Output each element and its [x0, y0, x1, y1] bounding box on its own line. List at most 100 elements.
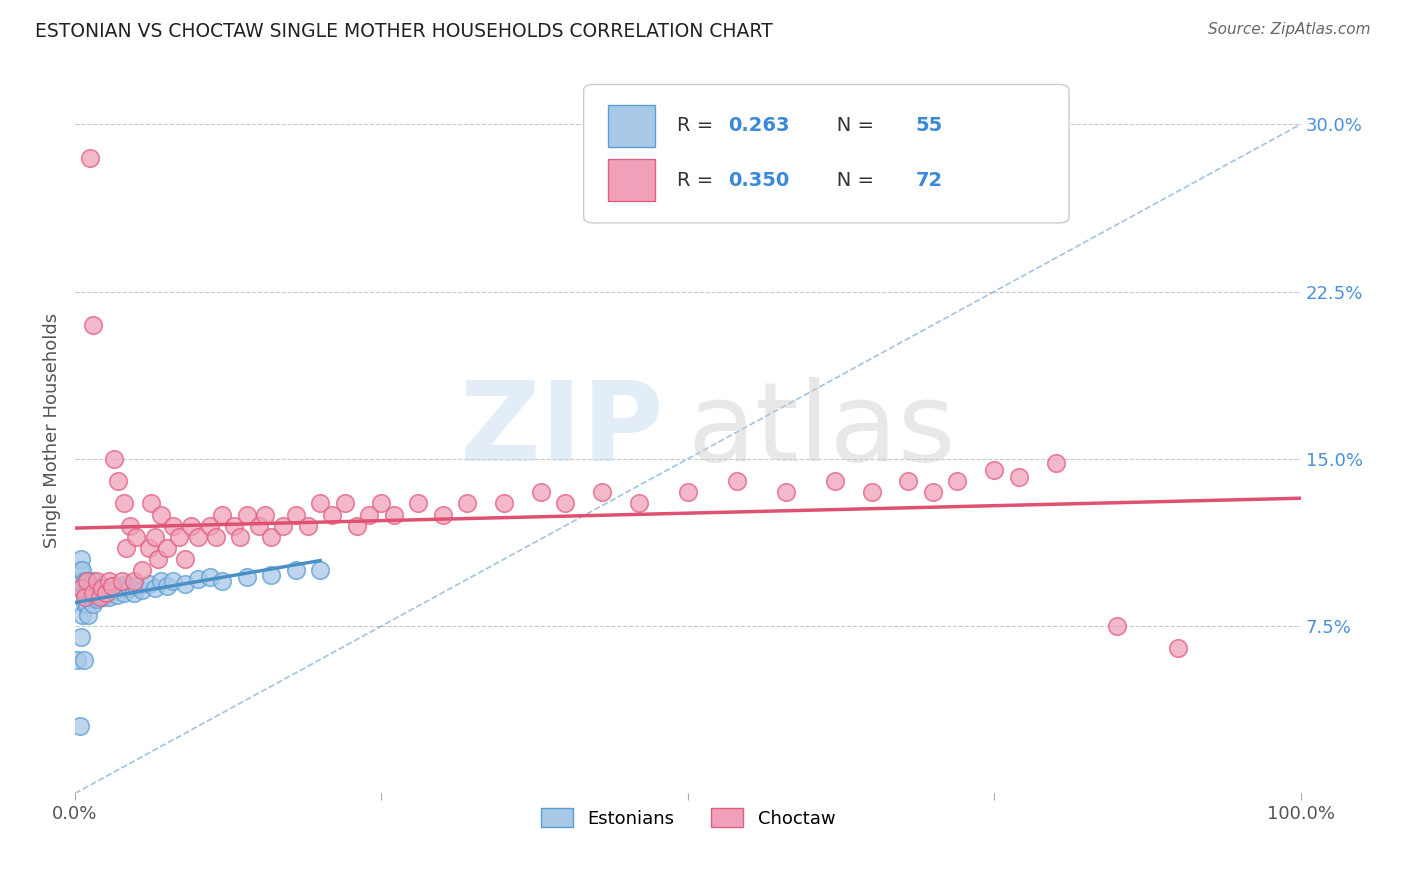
Point [224, 518, 246, 533]
Point [1167, 641, 1189, 656]
Point [297, 518, 319, 533]
Point [309, 496, 332, 510]
Point [69, 719, 91, 733]
Point [187, 530, 209, 544]
Point [174, 576, 197, 591]
Point [83, 590, 105, 604]
Point [70, 552, 93, 566]
Point [211, 574, 233, 589]
Point [66, 652, 89, 666]
Point [75, 585, 97, 599]
Point [76, 574, 98, 589]
Text: 72: 72 [915, 170, 943, 190]
Point [107, 474, 129, 488]
Point [284, 508, 307, 522]
Point [260, 530, 283, 544]
Point [273, 518, 295, 533]
Point [90, 588, 112, 602]
Point [456, 496, 478, 510]
FancyBboxPatch shape [583, 85, 1069, 223]
Y-axis label: Single Mother Households: Single Mother Households [44, 313, 60, 549]
Point [382, 508, 405, 522]
Point [138, 541, 160, 555]
Point [125, 530, 148, 544]
Point [120, 518, 142, 533]
Point [167, 530, 190, 544]
Point [101, 579, 124, 593]
Point [82, 318, 104, 332]
Point [76, 597, 98, 611]
Point [82, 574, 104, 589]
Point [922, 485, 945, 500]
Point [84, 581, 107, 595]
Point [110, 574, 132, 589]
Point [627, 496, 650, 510]
Point [122, 585, 145, 599]
Point [725, 474, 748, 488]
Point [260, 567, 283, 582]
Point [143, 581, 166, 595]
Point [148, 552, 170, 566]
Point [198, 518, 221, 533]
Point [946, 474, 969, 488]
Point [247, 518, 270, 533]
Point [284, 563, 307, 577]
Point [103, 583, 125, 598]
Point [138, 576, 160, 591]
Point [73, 574, 96, 589]
Text: N =: N = [818, 170, 880, 190]
Point [79, 151, 101, 165]
Point [80, 590, 103, 604]
Point [79, 585, 101, 599]
Legend: Estonians, Choctaw: Estonians, Choctaw [533, 801, 842, 835]
Text: atlas: atlas [688, 377, 956, 484]
Point [333, 496, 356, 510]
Point [89, 583, 111, 598]
Point [139, 496, 162, 510]
Point [91, 581, 114, 595]
Point [115, 576, 138, 591]
Point [1105, 619, 1128, 633]
Point [229, 530, 252, 544]
Point [82, 581, 104, 595]
Point [89, 590, 111, 604]
Point [346, 518, 368, 533]
Point [77, 607, 100, 622]
Text: R =: R = [676, 170, 720, 190]
Point [198, 570, 221, 584]
Text: N =: N = [818, 116, 880, 136]
Point [983, 463, 1005, 477]
Point [309, 563, 332, 577]
Point [97, 585, 120, 599]
Text: ESTONIAN VS CHOCTAW SINGLE MOTHER HOUSEHOLDS CORRELATION CHART: ESTONIAN VS CHOCTAW SINGLE MOTHER HOUSEH… [35, 22, 773, 41]
Point [174, 552, 197, 566]
Point [86, 574, 108, 589]
Point [824, 474, 846, 488]
Point [115, 541, 138, 555]
Point [108, 579, 131, 593]
Point [370, 496, 392, 510]
Point [156, 541, 179, 555]
Point [91, 590, 114, 604]
Point [82, 597, 104, 611]
Point [406, 496, 429, 510]
Point [72, 652, 94, 666]
Point [235, 570, 257, 584]
Point [91, 579, 114, 593]
Bar [609, 159, 655, 202]
Point [98, 590, 121, 604]
Point [554, 496, 576, 510]
Point [73, 597, 96, 611]
Point [67, 574, 90, 589]
Point [321, 508, 343, 522]
Point [432, 508, 454, 522]
Point [162, 574, 184, 589]
Text: 0.263: 0.263 [728, 116, 790, 136]
Point [94, 585, 117, 599]
Point [149, 574, 172, 589]
Point [94, 581, 117, 595]
Point [131, 563, 153, 577]
Point [359, 508, 381, 522]
Point [72, 607, 94, 622]
Text: 55: 55 [915, 116, 943, 136]
